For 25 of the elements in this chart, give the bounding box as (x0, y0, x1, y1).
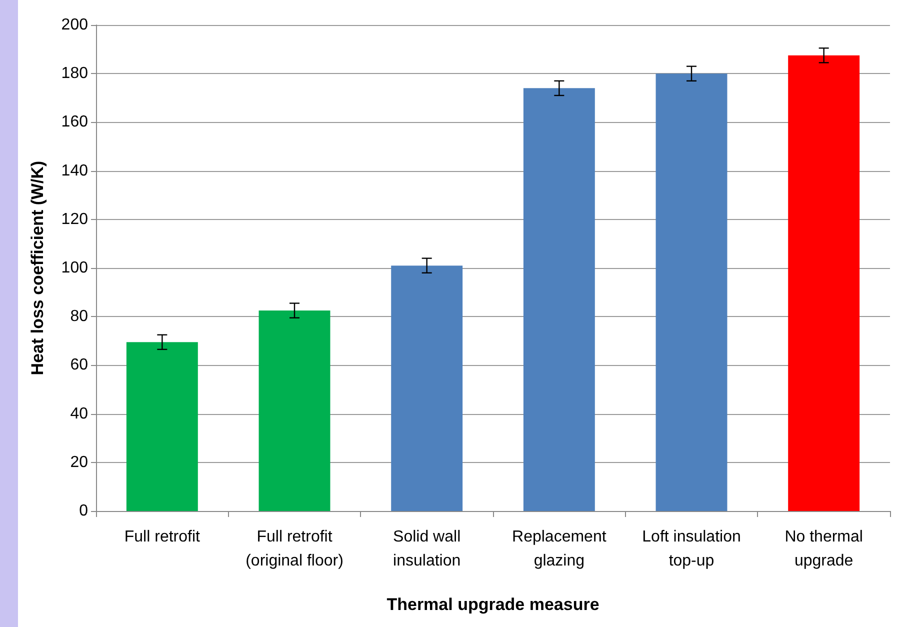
y-tick-label: 40 (70, 405, 88, 422)
y-tick-label: 20 (70, 454, 88, 471)
y-tick-label: 80 (70, 308, 88, 326)
bar (391, 266, 463, 511)
x-tick-label: Full retrofit (original floor) (246, 528, 344, 570)
y-tick-label: 200 (61, 16, 88, 34)
bar (788, 55, 860, 511)
y-tick-label: 140 (61, 162, 88, 180)
bar (523, 88, 595, 511)
x-tick-label: Full retrofit (124, 528, 201, 546)
y-tick-label: 0 (79, 502, 88, 520)
y-tick-label: 180 (61, 65, 88, 82)
y-tick-label: 120 (61, 210, 88, 228)
x-axis-title: Thermal upgrade measure (386, 595, 600, 614)
y-tick-label: 60 (70, 356, 88, 374)
bar (258, 310, 330, 511)
bar (126, 342, 198, 511)
x-tick-label: Loft insulation top-up (642, 528, 741, 570)
y-tick-label: 100 (61, 260, 88, 276)
y-axis-title: Heat loss coefficient (W/K) (28, 160, 47, 376)
y-tick-label: 160 (61, 114, 88, 131)
x-tick-label: Replacement glazing (512, 528, 607, 570)
x-tick-label: Solid wall insulation (393, 528, 461, 570)
bar (656, 74, 728, 511)
x-tick-label: No thermal upgrade (784, 528, 863, 570)
